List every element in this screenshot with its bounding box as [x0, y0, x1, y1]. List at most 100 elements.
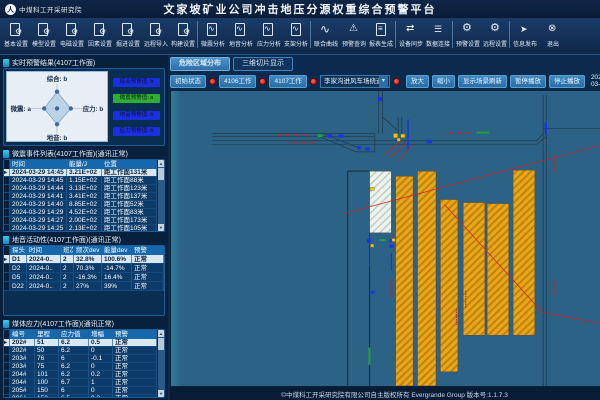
toolbar-item[interactable]: 联合曲线 [312, 21, 340, 48]
toolbar-item[interactable]: 远程导入 [142, 21, 170, 48]
toolbar-item-label: 信息发布 [513, 41, 537, 48]
toolbar-item[interactable]: 预警查询 [340, 21, 368, 48]
toolbar-item[interactable]: 应力分析 [255, 21, 283, 48]
section-bullet-icon [3, 58, 9, 67]
ribbon-toolbar: 基本设置 模型设置 电磁设置 因素设置 掘进设置 [0, 18, 600, 55]
toolbar-item[interactable]: 基本设置 [2, 21, 30, 48]
section-title: 地音活动性(4107工作面)(通讯正常) [12, 236, 121, 244]
table-row[interactable]: 2024-03-29 14:45 3.21E+02 距工作面131米 [4, 169, 157, 177]
doc-gear-icon [30, 21, 58, 38]
warning-badges: 综合预警值: b 微震预警值: a 地音预警值: b 应力预警值: b [108, 71, 162, 143]
scroll-up-icon[interactable] [158, 160, 164, 167]
table-row[interactable]: D1 2024-0.. 2 32.8% 100.6% 正常 [4, 255, 164, 264]
table-row[interactable]: 2024-03-29 14:44 3.13E+02 距工作面123米 [4, 185, 157, 193]
mine-map-canvas[interactable] [170, 90, 600, 387]
scrollbar[interactable] [157, 330, 164, 397]
map-control-button[interactable]: 停止播放 [548, 74, 585, 88]
toolbar-item-label: 微震分析 [201, 41, 225, 48]
radar-label-stress: 应力: b [83, 104, 104, 113]
table-row[interactable]: 2024-03-29 14:41 3.41E+02 距工作面137米 [4, 193, 157, 201]
table-row[interactable]: 205# 150 6 0 正常 [4, 387, 157, 395]
toolbar-item[interactable]: 设备同步 [397, 21, 425, 48]
status-bar: ©中煤科工开采研究院有限公司自主版权所有 Evergrande Group 版本… [170, 387, 600, 400]
toolbar-item[interactable]: 退出 [539, 21, 567, 48]
table-row[interactable]: 204# 101 6.2 0.2 正常 [4, 371, 157, 379]
toolbar-item[interactable]: 构建设置 [170, 21, 198, 48]
coal-stress-section: 煤体应力(4107工作面)(通讯正常) 编号 里程 应力值 增幅 预警 [3, 318, 165, 398]
view-tabs: 危险区域分布 三维切片显示 [170, 57, 600, 71]
table-row[interactable]: 2024-03-29 14:45 1.15E+02 距工作面88米 [4, 177, 157, 185]
toolbar-item-label: 退出 [547, 41, 559, 48]
warning-value-badge: 应力预警值: b [113, 127, 160, 137]
table-row[interactable]: 203# 76 6 -0.1 正常 [4, 355, 157, 363]
warning-value-badge: 微震预警值: a [113, 94, 160, 104]
mine-map [171, 91, 600, 386]
toolbar-item-label: 报表生成 [369, 41, 393, 48]
roadway-select[interactable]: 李家沟进风车场绕道 [319, 74, 390, 88]
map-view-button[interactable]: 4106工作 [219, 74, 257, 88]
database-icon [425, 21, 451, 38]
doc-gear-icon [142, 21, 170, 38]
toolbar-item-label: 基本设置 [4, 41, 28, 48]
table-row[interactable]: 2024-03-29 14:29 4.52E+02 距工作面83米 [4, 209, 157, 217]
warning-value-badge: 地音预警值: b [113, 110, 160, 120]
table-row[interactable]: 2024-03-29 14:25 2.13E+02 距工作面105米 [4, 225, 157, 231]
map-control-button[interactable]: 显示场景刷新 [457, 74, 507, 88]
toolbar-item[interactable]: 预警设置 [454, 21, 482, 48]
toolbar-item-label: 模型设置 [32, 41, 56, 48]
table-row[interactable]: 2024-03-29 14:27 2.00E+02 距工作面173米 [4, 217, 157, 225]
table-row[interactable]: D5 2024-0.. 2 -16.3% 16.4% 正常 [4, 273, 164, 282]
toolbar-item[interactable]: 模型设置 [30, 21, 58, 48]
table-row[interactable]: 202# 50 6.2 0 正常 [4, 347, 157, 355]
toolbar-item[interactable]: 远程设置 [482, 21, 510, 48]
table-row[interactable]: D22 2024-0.. 2 27% 39% 正常 [4, 282, 164, 291]
map-control-button[interactable]: 放大 [405, 74, 429, 88]
gear-warning-icon [454, 21, 482, 38]
map-view-button[interactable]: 4107工作 [269, 74, 307, 88]
curve-icon [312, 21, 340, 38]
toolbar-item-label: 远程设置 [483, 41, 507, 48]
scroll-up-icon[interactable] [158, 330, 164, 337]
view-tab[interactable]: 危险区域分布 [170, 57, 230, 71]
table-row[interactable]: 2024-03-29 14:40 8.85E+02 距工作面52米 [4, 201, 157, 209]
section-title: 微震事件列表(4107工作面)(通讯正常) [12, 150, 128, 158]
toolbar-item[interactable]: 数据连接 [425, 21, 453, 48]
table-row[interactable]: D2 2024-0.. 2 70.3% -14.7% 正常 [4, 264, 164, 273]
toolbar-item[interactable]: 微震分析 [199, 21, 227, 48]
chart-doc-icon [199, 21, 227, 38]
scroll-down-icon[interactable] [158, 390, 164, 397]
table-row[interactable]: 206# 150 6.5 0.2 正常 [4, 395, 157, 397]
toolbar-item[interactable]: 电磁设置 [58, 21, 86, 48]
toolbar-item[interactable]: 掘进设置 [114, 21, 142, 48]
table-row[interactable]: 203# 75 6.2 0 正常 [4, 363, 157, 371]
doc-gear-icon [2, 21, 30, 38]
toolbar-item[interactable]: 地音分析 [227, 21, 255, 48]
toolbar-item[interactable]: 信息发布 [511, 21, 539, 48]
scroll-thumb[interactable] [158, 168, 164, 180]
scrollbar[interactable] [157, 160, 164, 231]
table-row[interactable]: 204# 100 6.7 1 正常 [4, 379, 157, 387]
scroll-thumb[interactable] [158, 338, 164, 350]
toolbar-item-label: 地音分析 [229, 41, 253, 48]
toolbar-item[interactable]: 支架分析 [283, 21, 311, 48]
toolbar-item-label: 构建设置 [171, 41, 195, 48]
logo-text: 中煤科工开采研究院 [19, 7, 82, 14]
toolbar-item-label: 因素设置 [88, 41, 112, 48]
page-title: 文家坡矿业公司冲击地压分源权重综合预警平台 [163, 4, 437, 16]
company-logo: 中煤科工开采研究院 [0, 3, 82, 15]
map-view-button[interactable]: 初始状态 [170, 74, 206, 88]
toolbar-item[interactable]: 因素设置 [86, 21, 114, 48]
map-control-button[interactable]: 暂停播放 [509, 74, 546, 88]
section-title: 煤体应力(4107工作面)(通讯正常) [12, 320, 114, 328]
table-header: 编号 里程 应力值 增幅 预警 [4, 330, 157, 339]
left-panel: 实时预警结果(4107工作面) 综合: b [0, 55, 168, 400]
view-tab[interactable]: 三维切片显示 [233, 57, 293, 71]
toolbar-item[interactable]: 报表生成 [368, 21, 396, 48]
gear-remote-icon [482, 21, 508, 38]
map-control-button[interactable]: 缩小 [431, 74, 455, 88]
radar-label-geosound: 地音: b [47, 133, 68, 141]
doc-gear-icon [114, 21, 142, 38]
scroll-down-icon[interactable] [158, 224, 164, 231]
table-row[interactable]: 202# 51 6.2 0.5 正常 [4, 339, 157, 347]
